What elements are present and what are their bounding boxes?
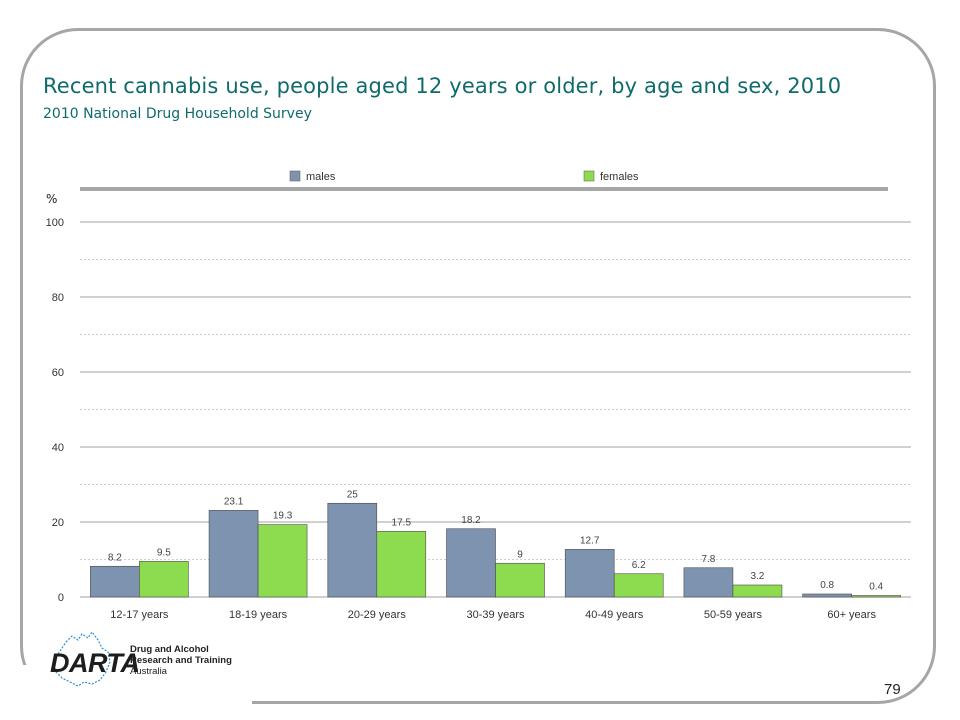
x-tick-label: 20-29 years [348,609,407,621]
darta-logo: DARTA [50,630,140,687]
data-label-females: 19.3 [273,511,293,522]
data-label-males: 7.8 [701,554,715,565]
y-tick-label: 60 [52,367,64,379]
bar-males [564,549,615,598]
bar-males [327,502,378,598]
slide-subtitle: 2010 National Drug Household Survey [43,106,312,122]
y-axis-label: % [46,192,57,206]
data-label-males: 23.1 [224,496,244,507]
australia-map-icon [53,630,111,687]
data-label-females: 9 [517,549,523,560]
data-label-males: 12.7 [580,535,600,546]
data-label-females: 9.5 [157,547,171,558]
page-number: 79 [884,681,901,698]
logo-line-1: Drug and Alcohol [130,644,209,655]
slide-frame [20,28,936,704]
x-tick-label: 30-39 years [466,609,525,621]
y-tick-label: 40 [52,442,64,454]
darta-wordmark: DARTA [50,648,140,678]
bar-females [139,561,189,598]
y-tick-label: 100 [46,217,64,229]
x-tick-label: 40-49 years [585,609,644,621]
legend-label-females: females [600,171,639,183]
bar-males [90,565,140,598]
data-label-females: 6.2 [632,560,646,571]
data-label-males: 8.2 [108,552,122,563]
slide-title: Recent cannabis use, people aged 12 year… [43,74,842,98]
data-label-males: 18.2 [461,515,481,526]
data-label-females: 17.5 [392,517,412,528]
legend-swatch-males [289,170,301,182]
data-label-males: 25 [347,489,359,500]
bar-males [208,510,259,598]
bar-females [376,531,427,598]
data-label-males: 0.8 [820,580,834,591]
data-label-females: 0.4 [869,582,883,593]
logo-line-2: Research and Training [130,655,232,666]
x-tick-label: 12-17 years [110,609,169,621]
y-tick-label: 20 [52,517,64,529]
frame-gap [14,665,252,715]
bar-males [446,528,496,598]
legend-label-males: males [306,171,336,183]
x-tick-label: 50-59 years [704,609,763,621]
bar-females [732,584,783,598]
bar-males [802,593,852,598]
y-tick-label: 80 [52,292,64,304]
bar-females [613,573,664,598]
logo-line-3: Australia [130,666,167,677]
bar-females [495,562,545,598]
legend-swatch-females [583,170,595,182]
y-tick-label: 0 [58,592,64,604]
bar-females [851,595,901,598]
bar-females [257,524,308,598]
x-tick-label: 60+ years [827,609,876,621]
bar-males [683,567,734,598]
x-tick-label: 18-19 years [229,609,288,621]
data-label-females: 3.2 [750,571,764,582]
logo-organisation: Drug and Alcohol Research and Training A… [130,644,232,677]
